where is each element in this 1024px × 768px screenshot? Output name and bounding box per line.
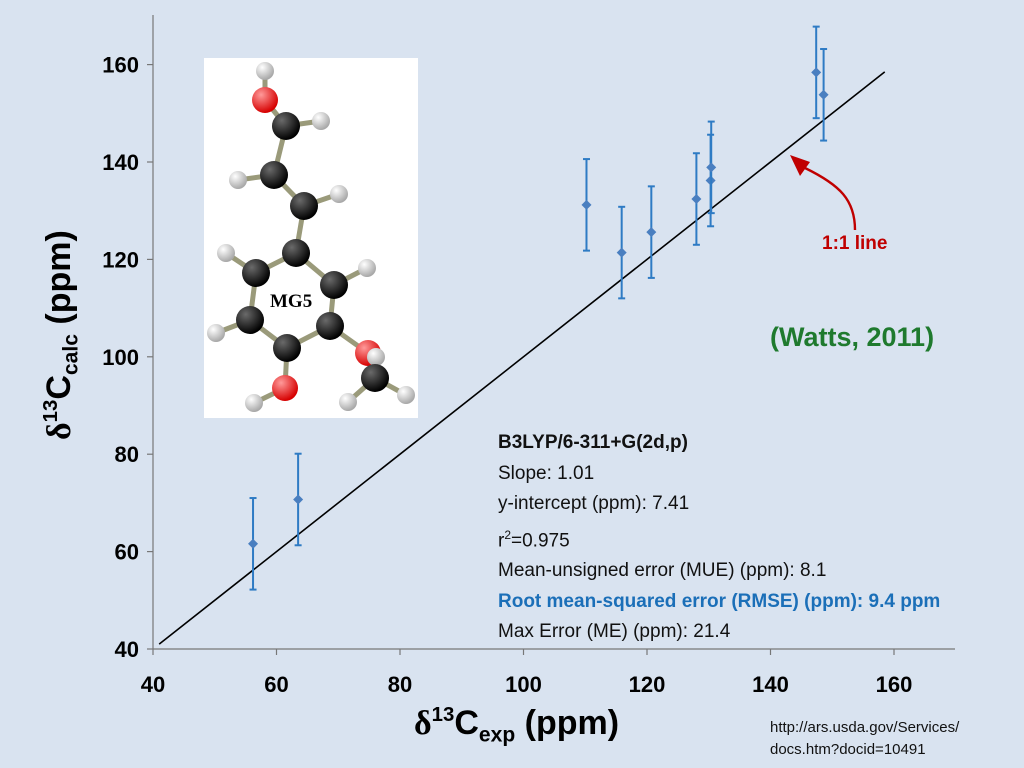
x-tick-label: 60 xyxy=(264,672,288,697)
axis-title-part: C xyxy=(40,375,78,400)
data-point xyxy=(616,205,627,300)
point-marker xyxy=(248,538,259,549)
molecule-label: MG5 xyxy=(270,291,312,312)
axes xyxy=(147,15,955,655)
source-url-line1[interactable]: http://ars.usda.gov/Services/ xyxy=(770,719,960,736)
y-axis-title: δ13Ccalc (ppm) xyxy=(40,230,82,440)
one-to-one-line xyxy=(158,71,886,645)
intercept-text: y-intercept (ppm): 7.41 xyxy=(498,493,690,514)
data-point xyxy=(581,158,592,252)
data-point xyxy=(706,120,717,215)
y-tick-label: 160 xyxy=(102,53,139,78)
x-axis-title: δ13Cexp (ppm) xyxy=(414,704,619,746)
axis-title-part: (ppm) xyxy=(515,704,619,742)
point-marker xyxy=(646,227,657,238)
axis-title-part: 13 xyxy=(432,704,455,726)
data-point xyxy=(811,25,822,120)
rmse-text: Root mean-squared error (RMSE) (ppm): 9.… xyxy=(498,590,941,612)
x-tick-label: 80 xyxy=(388,672,412,697)
slope-text: Slope: 1.01 xyxy=(498,462,595,484)
data-point xyxy=(818,48,829,142)
mue-text: Mean-unsigned error (MUE) (ppm): 8.1 xyxy=(498,560,827,582)
method-label: B3LYP/6-311+G(2d,p) xyxy=(498,432,688,453)
y-tick-label: 140 xyxy=(102,150,139,175)
x-tick-label: 40 xyxy=(141,672,165,697)
r2-prefix: r xyxy=(498,529,505,551)
annotation: 1:1 line xyxy=(790,155,887,254)
point-marker xyxy=(581,199,592,210)
axis-title-part: δ xyxy=(41,422,78,440)
point-marker xyxy=(706,162,717,173)
molecule-structure-icon: MG5 xyxy=(207,62,415,412)
citation: (Watts, 2011) xyxy=(770,322,935,352)
point-marker xyxy=(616,247,627,258)
x-tick-label: 140 xyxy=(752,672,789,697)
y-tick-label: 120 xyxy=(102,247,139,272)
point-marker xyxy=(691,194,702,205)
x-tick-label: 160 xyxy=(876,672,913,697)
axis-title-part: exp xyxy=(479,723,515,746)
axis-title-part: C xyxy=(454,704,479,742)
x-tick-label: 120 xyxy=(629,672,666,697)
source-url[interactable]: http://ars.usda.gov/Services/ docs.htm?d… xyxy=(770,717,959,761)
data-points xyxy=(248,25,829,591)
point-marker xyxy=(811,67,822,78)
source-url-line2[interactable]: docs.htm?docid=10491 xyxy=(770,741,926,758)
point-marker xyxy=(818,89,829,100)
point-marker xyxy=(293,494,304,505)
data-point xyxy=(293,452,304,547)
max-error-text: Max Error (ME) (ppm): 21.4 xyxy=(498,621,731,643)
annotation-label: 1:1 line xyxy=(822,233,887,254)
y-tick-label: 60 xyxy=(115,540,139,565)
axis-title-part: δ xyxy=(414,705,432,742)
r2-suffix: =0.975 xyxy=(511,529,570,551)
stats-panel: B3LYP/6-311+G(2d,p) Slope: 1.01 y-interc… xyxy=(498,428,940,648)
y-tick-label: 80 xyxy=(115,442,139,467)
y-tick-label: 40 xyxy=(115,637,139,662)
tick-labels: 40 60 80 100 120 140 160 40 60 80 100 120 140 160 xyxy=(102,53,912,697)
axis-title-part: 13 xyxy=(40,400,62,423)
axis-title-part: calc xyxy=(59,334,82,375)
molecule-image: MG5 xyxy=(204,58,418,418)
y-tick-label: 100 xyxy=(102,345,139,370)
data-point xyxy=(691,152,702,246)
axis-title-part: (ppm) xyxy=(40,230,78,334)
r2-sup: 2 xyxy=(504,527,512,542)
r-squared-text: r2=0.975 xyxy=(498,520,940,557)
x-tick-label: 100 xyxy=(505,672,542,697)
annotation-arrow xyxy=(804,166,857,231)
data-point xyxy=(646,185,657,279)
data-point xyxy=(248,497,259,591)
annotation-arrowhead xyxy=(790,155,810,176)
one-to-one-line-path xyxy=(158,71,886,645)
